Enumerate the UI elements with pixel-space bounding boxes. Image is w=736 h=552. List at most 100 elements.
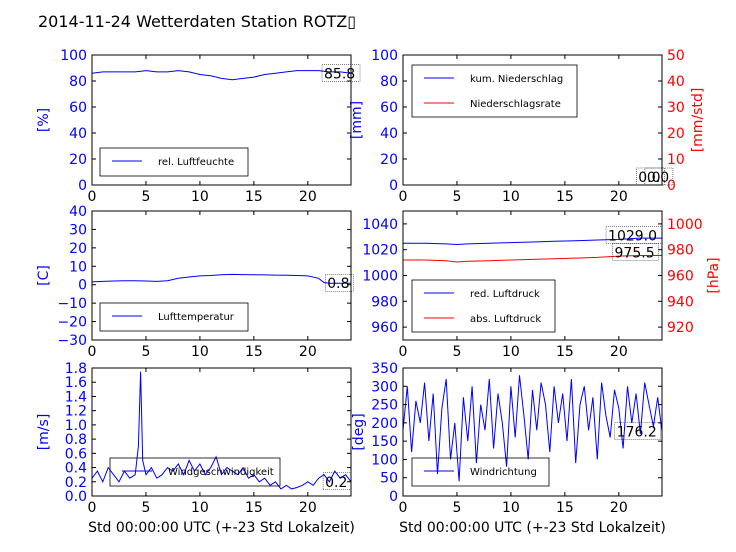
x-tick-label: 5 — [141, 189, 150, 205]
y-tick-label: 40 — [380, 126, 398, 142]
y-tick-label: 0 — [389, 489, 398, 505]
legend-entry-windspeed: Windgeschwindigkeit — [168, 467, 274, 478]
panel-precipitation: 0 5 10 15 20 0 20 40 60 80 100 0 10 20 30 40 50 [mm] [mm/s… — [349, 48, 706, 205]
x-tick-label: 10 — [502, 189, 520, 205]
x-tick-label: 15 — [556, 500, 574, 516]
y-tick-label: 30 — [69, 222, 87, 238]
legend-box-pressure — [411, 279, 556, 333]
y-tick-label: 40 — [69, 126, 87, 142]
y-tick-label: 1.2 — [65, 404, 87, 420]
legend-entry-temperature: Lufttemperatur — [158, 312, 235, 323]
y-tick-label: 80 — [380, 74, 398, 90]
x-tick-label: 5 — [452, 189, 461, 205]
annotation-value-pressure: 1029.0 — [608, 229, 657, 245]
y-tick-label: 1.4 — [65, 389, 87, 405]
plot-frame-windspeed — [91, 367, 352, 497]
y-right-tick-label: 40 — [667, 74, 685, 90]
y-right-tick-label: 920 — [667, 320, 694, 336]
y-tick-label: 20 — [69, 152, 87, 168]
x-tick-label: 20 — [299, 344, 317, 360]
series-line-temperature-0 — [91, 273, 351, 284]
annotation-value-winddirection: 176.2 — [617, 425, 657, 441]
y-tick-label: −20 — [57, 315, 87, 331]
figure-title: 2014-11-24 Wetterdaten Station ROTZ▯ — [38, 12, 356, 31]
annotation-box-precipitation — [636, 167, 665, 186]
y-right-tick-label: 0 — [667, 178, 676, 194]
y-tick-label: 0 — [78, 278, 87, 294]
x-axis-label: Std 00:00:00 UTC (+-23 Std Lokalzeit) — [399, 520, 666, 536]
y-tick-label: 60 — [69, 100, 87, 116]
panel-pressure: 0 5 10 15 20 960 980 1000 1020 1040 920 940 960 980 10… — [362, 210, 722, 360]
annotation-box-pressure — [605, 226, 663, 244]
legend-box-precipitation — [411, 64, 578, 118]
y-tick-label: 0.2 — [65, 475, 87, 491]
annotation-box-windspeed — [322, 472, 352, 491]
x-tick-label: 5 — [452, 344, 461, 360]
x-tick-label: 15 — [556, 344, 574, 360]
panel-windspeed: 0 5 10 15 200.00.20.40.60.81.01.21.41.61.8[m… — [36, 361, 355, 536]
plot-frame-winddirection — [402, 367, 663, 497]
series-line-humidity-0 — [91, 70, 352, 81]
y-tick-label: 0.6 — [65, 446, 87, 462]
y-tick-label: 0.0 — [65, 489, 87, 505]
y-axis-label: [m/s] — [36, 414, 52, 451]
y-axis-label: [%] — [36, 108, 52, 132]
y-axis-label: [C] — [36, 265, 52, 286]
y-tick-label: 1020 — [362, 243, 398, 259]
y-tick-label: 100 — [371, 452, 398, 468]
annotation-value-precipitation: 0.0 — [638, 170, 660, 186]
x-tick-label: 15 — [245, 344, 263, 360]
plot-frame-humidity — [91, 54, 352, 186]
y-tick-label: 250 — [371, 398, 398, 414]
y-tick-label: 80 — [69, 74, 87, 90]
legend-box-windspeed — [109, 457, 281, 487]
annotation-value-precipitation: 0.0 — [647, 170, 669, 186]
y-tick-label: 1.0 — [65, 418, 87, 434]
y-axis-label: [deg] — [351, 413, 367, 450]
x-tick-label: 0 — [88, 500, 97, 516]
y-right-tick-label: 980 — [667, 243, 694, 259]
y-tick-label: 10 — [69, 259, 87, 275]
x-tick-label: 10 — [502, 500, 520, 516]
annotation-box-pressure — [612, 243, 659, 261]
legend-box-humidity — [99, 147, 249, 177]
y-right-tick-label: 30 — [667, 100, 685, 116]
plot-frame-precipitation — [402, 54, 663, 186]
legend-entry-pressure: abs. Luftdruck — [470, 314, 541, 325]
annotation-box-temperature — [325, 273, 354, 292]
y-tick-label: 1040 — [362, 217, 398, 233]
x-tick-label: 5 — [141, 344, 150, 360]
annotation-value-humidity: 85.8 — [324, 66, 355, 82]
y-right-tick-label: 20 — [667, 126, 685, 142]
y-axis-label: [mm] — [349, 101, 365, 139]
legend-entry-precipitation: Niederschlagsrate — [470, 99, 561, 110]
x-tick-label: 10 — [191, 189, 209, 205]
y-tick-label: 0.4 — [65, 461, 87, 477]
y-tick-label: 980 — [371, 294, 398, 310]
annotation-box-winddirection — [614, 422, 661, 440]
y-tick-label: 100 — [371, 48, 398, 64]
y-tick-label: 60 — [380, 100, 398, 116]
legend-box-temperature — [99, 302, 249, 332]
y-tick-label: 20 — [380, 152, 398, 168]
y-right-axis-label: [hPa] — [706, 257, 722, 293]
y-tick-label: 20 — [69, 241, 87, 257]
x-tick-label: 20 — [610, 344, 628, 360]
y-tick-label: −10 — [57, 296, 87, 312]
x-tick-label: 5 — [141, 500, 150, 516]
y-tick-label: 50 — [380, 471, 398, 487]
legend-entry-precipitation: kum. Niederschlag — [470, 74, 563, 85]
y-tick-label: 1.8 — [65, 361, 87, 377]
series-line-winddirection-0 — [402, 375, 663, 482]
y-right-tick-label: 10 — [667, 152, 685, 168]
y-tick-label: 0 — [78, 178, 87, 194]
y-tick-label: 40 — [69, 204, 87, 220]
y-right-tick-label: 50 — [667, 48, 685, 64]
legend-box-winddirection — [411, 457, 550, 487]
x-tick-label: 20 — [610, 500, 628, 516]
y-tick-label: 0.8 — [65, 432, 87, 448]
y-tick-label: 350 — [371, 361, 398, 377]
x-tick-label: 15 — [245, 189, 263, 205]
annotation-box-humidity — [321, 64, 361, 82]
